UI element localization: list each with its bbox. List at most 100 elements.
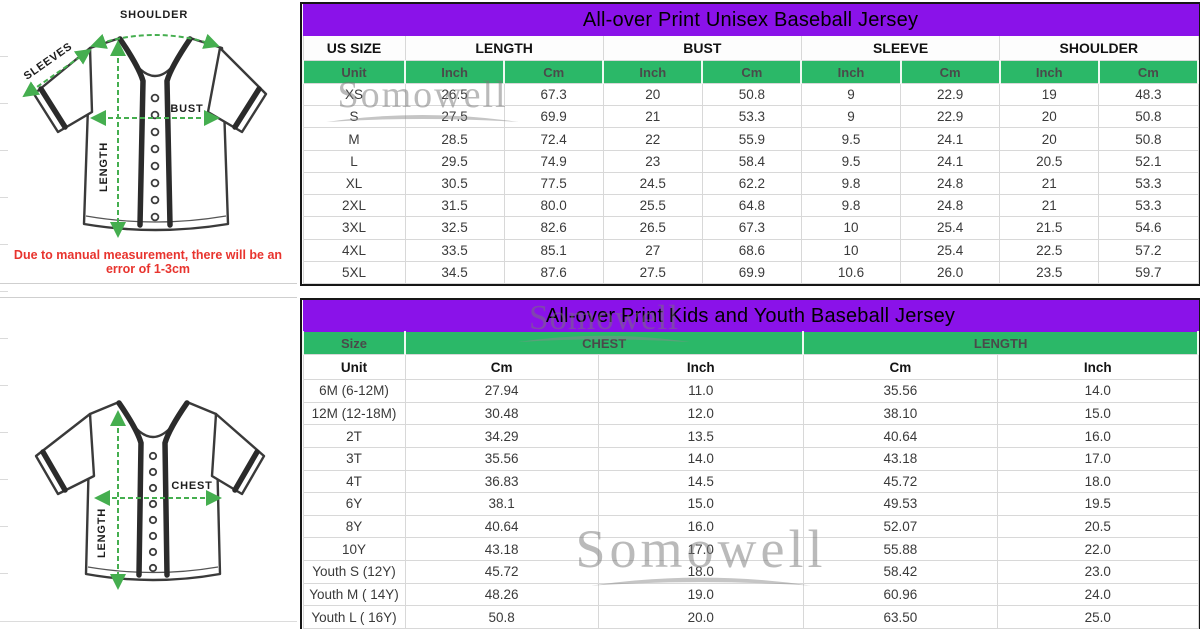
value-cell: 69.9 — [503, 105, 604, 129]
value-cell: 20 — [999, 105, 1100, 129]
unit-cell: Inch — [602, 60, 704, 84]
right-cuff-stripe — [232, 449, 260, 493]
table-row: Youth S (12Y) 45.72 18.0 58.42 23.0 — [302, 560, 1199, 584]
size-cell: 4XL — [302, 238, 406, 262]
table-row: XS 26.5 67.3 20 50.8 9 22.9 19 48.3 — [302, 82, 1199, 107]
value-cell: 43.18 — [802, 446, 998, 471]
size-cell: 2T — [302, 424, 406, 448]
table-row: 4T 36.83 14.5 45.72 18.0 — [302, 469, 1199, 494]
column-group-header: SHOULDER — [999, 35, 1199, 61]
value-cell: 20.5 — [996, 514, 1199, 539]
value-cell: 24.1 — [900, 149, 1001, 173]
value-cell: 82.6 — [503, 216, 604, 240]
value-cell: 21 — [999, 171, 1100, 196]
value-cell: 57.2 — [1098, 238, 1199, 262]
value-cell: 38.10 — [802, 401, 998, 426]
table-row: 3T 35.56 14.0 43.18 17.0 — [302, 446, 1199, 471]
value-cell: 21 — [602, 105, 703, 129]
value-cell: 30.5 — [404, 171, 505, 196]
value-cell: 34.5 — [404, 260, 505, 285]
value-cell: 30.48 — [404, 401, 599, 426]
value-cell: 50.8 — [1098, 127, 1199, 151]
table-row: Youth L ( 16Y) 50.8 20.0 63.50 25.0 — [302, 605, 1199, 629]
unit-cell: Cm — [802, 354, 998, 380]
value-cell: 67.3 — [701, 216, 802, 240]
chest-label: CHEST — [171, 480, 212, 492]
value-cell: 19.0 — [597, 582, 804, 607]
value-cell: 34.29 — [404, 424, 599, 448]
value-cell: 33.5 — [404, 238, 505, 262]
value-cell: 43.18 — [404, 537, 599, 561]
table-row: L 29.5 74.9 23 58.4 9.5 24.1 20.5 52.1 — [302, 149, 1199, 173]
unit-cell: Cm — [1097, 60, 1200, 84]
value-cell: 48.26 — [404, 582, 599, 607]
kids-table-title: All-over Print Kids and Youth Baseball J… — [302, 300, 1199, 332]
section-divider — [0, 283, 297, 284]
value-cell: 28.5 — [404, 127, 505, 151]
value-cell: 80.0 — [503, 194, 604, 218]
value-cell: 22.0 — [996, 537, 1199, 561]
adult-unit-row: Unit Inch Cm Inch Cm Inch Cm Inch Cm — [301, 60, 1200, 84]
value-cell: 23.5 — [999, 260, 1100, 285]
value-cell: 10 — [800, 216, 902, 240]
value-cell: 27.5 — [602, 260, 703, 285]
value-cell: 50.8 — [701, 82, 802, 107]
table-row: 3XL 32.5 82.6 26.5 67.3 10 25.4 21.5 54.6 — [302, 216, 1199, 240]
value-cell: 53.3 — [701, 105, 802, 129]
shoulder-arrow — [90, 33, 220, 49]
size-cell: L — [302, 149, 406, 173]
value-cell: 10.6 — [800, 260, 902, 285]
value-cell: 72.4 — [503, 127, 604, 151]
value-cell: 17.0 — [996, 446, 1199, 471]
value-cell: 52.07 — [802, 514, 998, 539]
value-cell: 55.9 — [701, 127, 802, 151]
column-group-header: LENGTH — [404, 35, 604, 61]
value-cell: 26.5 — [404, 82, 505, 107]
value-cell: 25.4 — [900, 238, 1001, 262]
size-cell: Youth M ( 14Y) — [302, 582, 406, 607]
value-cell: 29.5 — [404, 149, 505, 173]
kids-jersey-diagram: CHEST LENGTH — [34, 400, 266, 590]
value-cell: 87.6 — [503, 260, 604, 285]
value-cell: 27.94 — [404, 379, 599, 403]
value-cell: 22.5 — [999, 238, 1100, 262]
value-cell: 24.1 — [900, 127, 1001, 151]
table-row: 2T 34.29 13.5 40.64 16.0 — [302, 424, 1199, 448]
column-group-header: US SIZE — [302, 35, 406, 61]
value-cell: 20.5 — [999, 149, 1100, 173]
table-row: Youth M ( 14Y) 48.26 19.0 60.96 24.0 — [302, 582, 1199, 607]
value-cell: 10 — [800, 238, 902, 262]
value-cell: 9.5 — [800, 127, 902, 151]
value-cell: 16.0 — [597, 514, 804, 539]
bust-label: BUST — [170, 103, 203, 115]
value-cell: 27.5 — [404, 105, 505, 129]
adult-jersey-diagram: SHOULDER SLEEVES BUST LENGTH — [22, 9, 268, 238]
column-group-header: Size — [301, 331, 407, 355]
value-cell: 15.0 — [597, 492, 804, 516]
value-cell: 9.8 — [800, 171, 902, 196]
value-cell: 21 — [999, 194, 1100, 218]
value-cell: 25.0 — [996, 605, 1199, 629]
spreadsheet-gridlines — [0, 10, 8, 616]
value-cell: 35.56 — [802, 379, 998, 403]
value-cell: 60.96 — [802, 582, 998, 607]
value-cell: 9.8 — [800, 194, 902, 218]
value-cell: 55.88 — [802, 537, 998, 561]
value-cell: 15.0 — [996, 401, 1199, 426]
unit-cell: Inch — [996, 354, 1199, 380]
value-cell: 74.9 — [503, 149, 604, 173]
kids-unit-row: Unit Cm Inch Cm Inch — [302, 354, 1199, 380]
length-label: LENGTH — [96, 508, 108, 558]
value-cell: 24.5 — [602, 171, 703, 196]
table-row: 6M (6-12M) 27.94 11.0 35.56 14.0 — [302, 379, 1199, 403]
size-cell: XL — [302, 171, 406, 196]
value-cell: 9 — [800, 105, 902, 129]
value-cell: 19.5 — [996, 492, 1199, 516]
size-cell: 5XL — [302, 260, 406, 285]
value-cell: 12.0 — [597, 401, 804, 426]
section-divider — [0, 621, 297, 622]
value-cell: 50.8 — [1098, 105, 1199, 129]
right-cuff-stripe — [232, 86, 262, 130]
unit-cell: Unit — [301, 60, 407, 84]
